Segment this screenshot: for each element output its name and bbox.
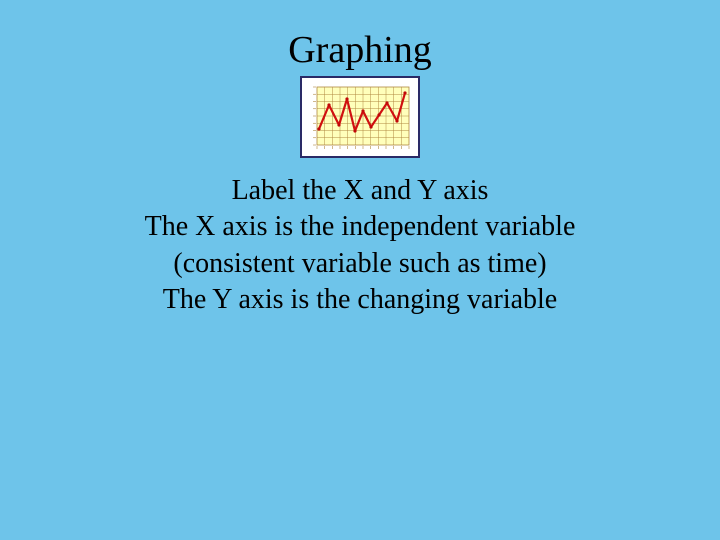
line-chart-icon [305, 81, 415, 153]
chart-icon-border [300, 76, 420, 158]
body-line-1: Label the X and Y axis [0, 173, 720, 209]
body-line-4: The Y axis is the changing variable [0, 282, 720, 318]
body-line-3: (consistent variable such as time) [0, 246, 720, 282]
body-line-2: The X axis is the independent variable [0, 209, 720, 245]
slide: Graphing Label the X and Y axis The X ax… [0, 0, 720, 540]
slide-body: Label the X and Y axis The X axis is the… [0, 173, 720, 319]
slide-title: Graphing [0, 0, 720, 72]
